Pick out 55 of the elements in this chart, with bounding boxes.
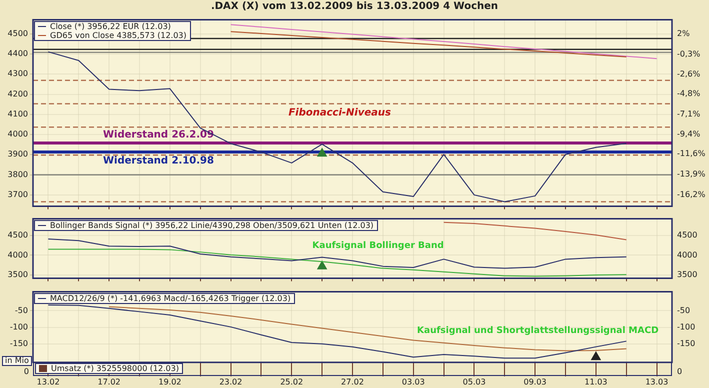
y-tick-label: 3700 <box>8 190 28 200</box>
y-tick-label: 4500 <box>8 28 28 38</box>
y2-tick-label: -50 <box>677 306 690 315</box>
y-tick-label: 4300 <box>8 69 28 78</box>
legend-label: Bollinger Bands Signal (*) 3956,22 Linie/4390,298 Oben/3509,621 Unten (12.03) <box>50 220 374 230</box>
y2-tick-label: -7,1% <box>677 109 701 118</box>
x-tick-label: 25.02 <box>280 377 304 386</box>
y-tick-label: 4400 <box>8 49 28 58</box>
chart-title: .DAX (X) vom 13.02.2009 bis 13.03.2009 4 Wochen <box>210 0 500 13</box>
x-tick-label: 27.02 <box>341 377 364 386</box>
x-tick-label: 17.02 <box>98 377 121 386</box>
y2-tick-label: 4500 <box>677 230 698 240</box>
y2-tick-label: -13,9% <box>677 169 706 178</box>
x-tick-label: 09.03 <box>524 377 547 386</box>
y-tick-label: 4200 <box>8 89 28 98</box>
y2-tick-label: -16,2% <box>677 190 706 199</box>
x-tick-label: 19.02 <box>158 377 182 386</box>
x-tick-label: 03.03 <box>402 377 425 386</box>
x-tick-label: 11.03 <box>584 377 608 386</box>
y2-tick-label: 3500 <box>677 270 698 280</box>
y2-tick-label: -11,6% <box>677 149 706 158</box>
y2-tick-label: 4000 <box>677 250 698 260</box>
y-tick-label: 4100 <box>8 109 28 118</box>
x-tick-label: 13.03 <box>645 377 668 386</box>
y2-tick-label: -4,8% <box>677 89 701 98</box>
annotation: Kaufsignal und Shortglattstellungssignal MACD <box>417 326 659 336</box>
y2-tick-label: 2% <box>677 29 690 38</box>
y2-tick-label: -150 <box>677 338 696 348</box>
legend-label: GD65 von Close 4385,573 (12.03) <box>50 30 187 40</box>
annotation: Kaufsignal Bollinger Band <box>312 240 444 251</box>
y-tick-label: -100 <box>10 322 28 332</box>
y2-tick-label: -2,6% <box>677 70 701 79</box>
text: 0 <box>677 367 682 376</box>
ref-line-label: Widerstand 26.2.09 <box>103 130 214 141</box>
x-tick-label: 05.03 <box>462 377 486 386</box>
x-tick-label: 13.02 <box>36 377 60 386</box>
ref-line-label: Widerstand 2.10.98 <box>103 156 214 167</box>
y-tick-label: 4000 <box>8 250 28 260</box>
y-tick-label: 3800 <box>8 170 28 179</box>
text: in Mio <box>2 356 32 366</box>
legend-label: Close (*) 3956,22 EUR (12.03) <box>50 22 171 31</box>
x-tick-label: 23.02 <box>219 377 242 386</box>
annotation: Fibonacci-Niveaus <box>288 108 392 119</box>
y-tick-label: 4000 <box>8 130 28 139</box>
text: 0 <box>24 367 29 376</box>
y-tick-label: 3900 <box>8 150 28 159</box>
y2-tick-label: -100 <box>677 322 696 332</box>
y2-tick-label: -0,3% <box>677 49 701 58</box>
text: Umsatz (*) 3525598000 (12.03) <box>51 364 179 373</box>
y-tick-label: -150 <box>10 338 28 348</box>
y2-tick-label: -9,4% <box>677 130 701 139</box>
y-tick-label: 3500 <box>8 270 28 280</box>
y-tick-label: 4500 <box>8 230 28 240</box>
y-tick-label: -50 <box>14 306 28 315</box>
legend-label: MACD12/26/9 (*) -141,6963 Macd/-165,4263 Trigger (12.03) <box>50 294 291 303</box>
